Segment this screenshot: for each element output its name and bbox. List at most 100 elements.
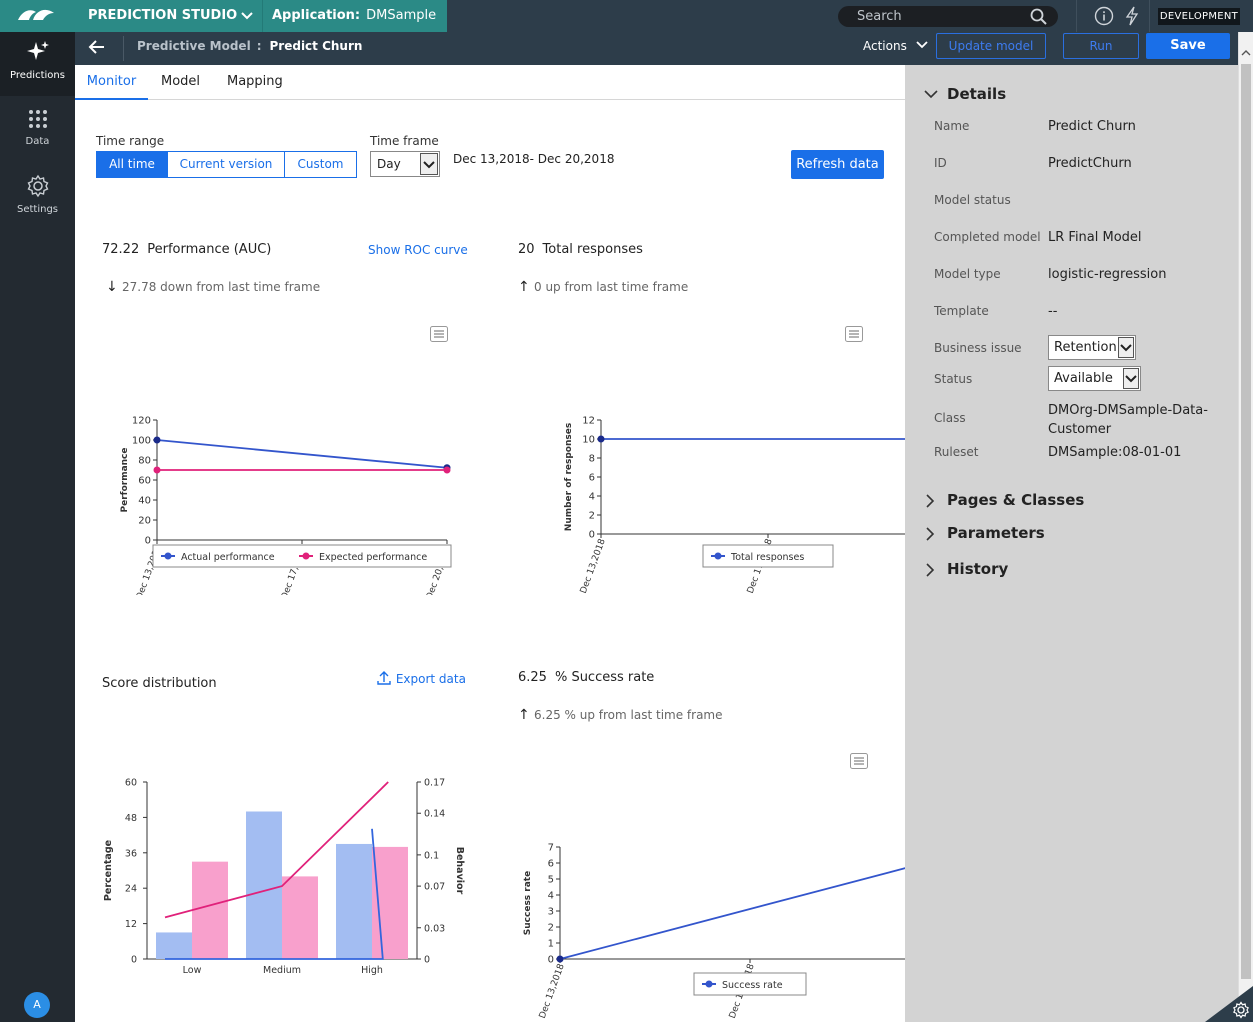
nav-label: Predictions [10,70,65,81]
details-section-header[interactable]: Details [923,85,1006,103]
scroll-up-arrow-icon[interactable] [1239,46,1253,60]
success-label: % Success rate [554,670,655,685]
y-tick-label: 4 [548,891,554,902]
segment-current-version[interactable]: Current version [168,152,285,177]
y-tick-label: 12 [125,919,137,930]
data-point [597,435,605,443]
time-frame-select[interactable]: Day [370,151,440,177]
y-tick-label: 5 [548,875,554,886]
brand-area[interactable] [0,0,75,32]
breadcrumb-type: Predictive Model [137,39,251,53]
tab-monitor[interactable]: Monitor [75,65,148,100]
select-dropdown-button[interactable] [420,153,438,175]
performance-label: Performance (AUC) [147,242,272,257]
actions-menu[interactable]: Actions [863,32,929,60]
business-issue-select[interactable]: Retention [1048,335,1136,360]
data-point [443,466,451,474]
info-icon[interactable] [1094,6,1114,26]
performance-delta-text: 27.78 down from last time frame [122,280,321,294]
status-select[interactable]: Available [1048,366,1141,391]
detail-label: Class [934,411,966,425]
y-tick-label: 6 [589,473,595,484]
main-content: Monitor Model Mapping Time range All tim… [75,65,905,1022]
y-tick-label: 24 [125,884,137,895]
y-axis-title: Success rate [523,871,533,935]
scrollbar-thumb[interactable] [1241,64,1251,979]
y-tick-label: 6 [548,859,554,870]
bolt-icon[interactable] [1124,6,1140,26]
y-tick-label: 12 [582,416,595,427]
upload-icon [377,671,391,685]
tab-mapping[interactable]: Mapping [227,74,283,89]
show-roc-curve-link[interactable]: Show ROC curve [368,243,468,257]
status-value: Available [1054,371,1113,386]
y-tick-label: 4 [589,492,595,503]
detail-value: LR Final Model [1048,230,1142,245]
nav-item-settings[interactable]: Settings [0,166,75,230]
legend-label: Success rate [722,980,783,991]
run-button[interactable]: Run [1063,33,1139,59]
chart-menu-icon[interactable] [430,326,448,342]
nav-item-data[interactable]: Data [0,100,75,164]
behavior-line [165,828,384,960]
chart-menu-icon[interactable] [850,753,868,769]
export-data-link[interactable]: Export data [376,670,466,686]
export-data-label: Export data [395,672,466,686]
business-issue-value: Retention [1054,340,1117,355]
refresh-data-button[interactable]: Refresh data [791,150,884,179]
detail-value: PredictChurn [1048,156,1132,171]
gear-icon [27,174,48,198]
chevron-down-icon [924,90,938,99]
nav-item-predictions[interactable]: Predictions [0,32,75,96]
y-tick-label: 0 [589,530,595,541]
success-metric: 6.25 % Success rate [518,670,654,685]
y-tick-label: 0 [145,536,151,547]
y-tick-label: 80 [138,456,151,467]
y-tick-label: 36 [125,848,137,859]
legend-marker [302,552,310,560]
back-arrow-icon[interactable] [88,39,106,55]
y2-tick-label: 0 [424,955,430,966]
y-tick-label: 7 [548,843,554,854]
history-section-header[interactable]: History [923,560,1008,578]
select-dropdown-button[interactable] [1118,337,1134,358]
legend-marker [714,552,722,560]
legend-label: Actual performance [181,552,275,563]
application-label[interactable]: Application: DMSample [262,0,447,32]
series-line [156,439,448,469]
gear-icon[interactable] [1232,1001,1250,1019]
arrow-up-icon: ↑ [518,279,530,295]
segment-custom[interactable]: Custom [297,157,344,171]
responses-delta-text: 0 up from last time frame [534,280,689,294]
scrollbar[interactable] [1238,32,1253,1022]
detail-label: Template [934,304,989,318]
series-line [559,867,905,960]
y-tick-label: 20 [138,516,151,527]
update-model-button[interactable]: Update model [936,33,1046,59]
chart-menu-icon[interactable] [845,326,863,342]
y2-tick-label: 0.17 [424,778,445,789]
parameters-section-header[interactable]: Parameters [923,524,1045,542]
select-dropdown-button[interactable] [1123,368,1139,389]
x-tick-label: High [361,965,383,976]
search-input[interactable]: Search [838,6,1058,27]
studio-switcher[interactable]: PREDICTION STUDIO [75,0,262,32]
application-prefix: Application: [272,8,361,23]
x-tick-label: Low [183,965,202,976]
y-tick-label: 1 [548,939,554,950]
tab-model[interactable]: Model [161,74,201,89]
details-panel: Details Name Predict Churn ID PredictChu… [905,65,1238,1022]
responses-delta: ↑ 0 up from last time frame [518,279,688,295]
save-button[interactable]: Save [1146,33,1230,59]
pages-classes-section-header[interactable]: Pages & Classes [923,491,1084,509]
section-title: Parameters [947,524,1045,542]
avatar[interactable]: A [24,992,50,1018]
search-icon[interactable] [1030,8,1047,25]
y-tick-label: 3 [548,907,554,918]
detail-label: Completed model [934,230,1041,244]
legend-marker [164,552,172,560]
segment-all-time[interactable]: All time [97,152,168,177]
y-tick-label: 60 [138,476,151,487]
